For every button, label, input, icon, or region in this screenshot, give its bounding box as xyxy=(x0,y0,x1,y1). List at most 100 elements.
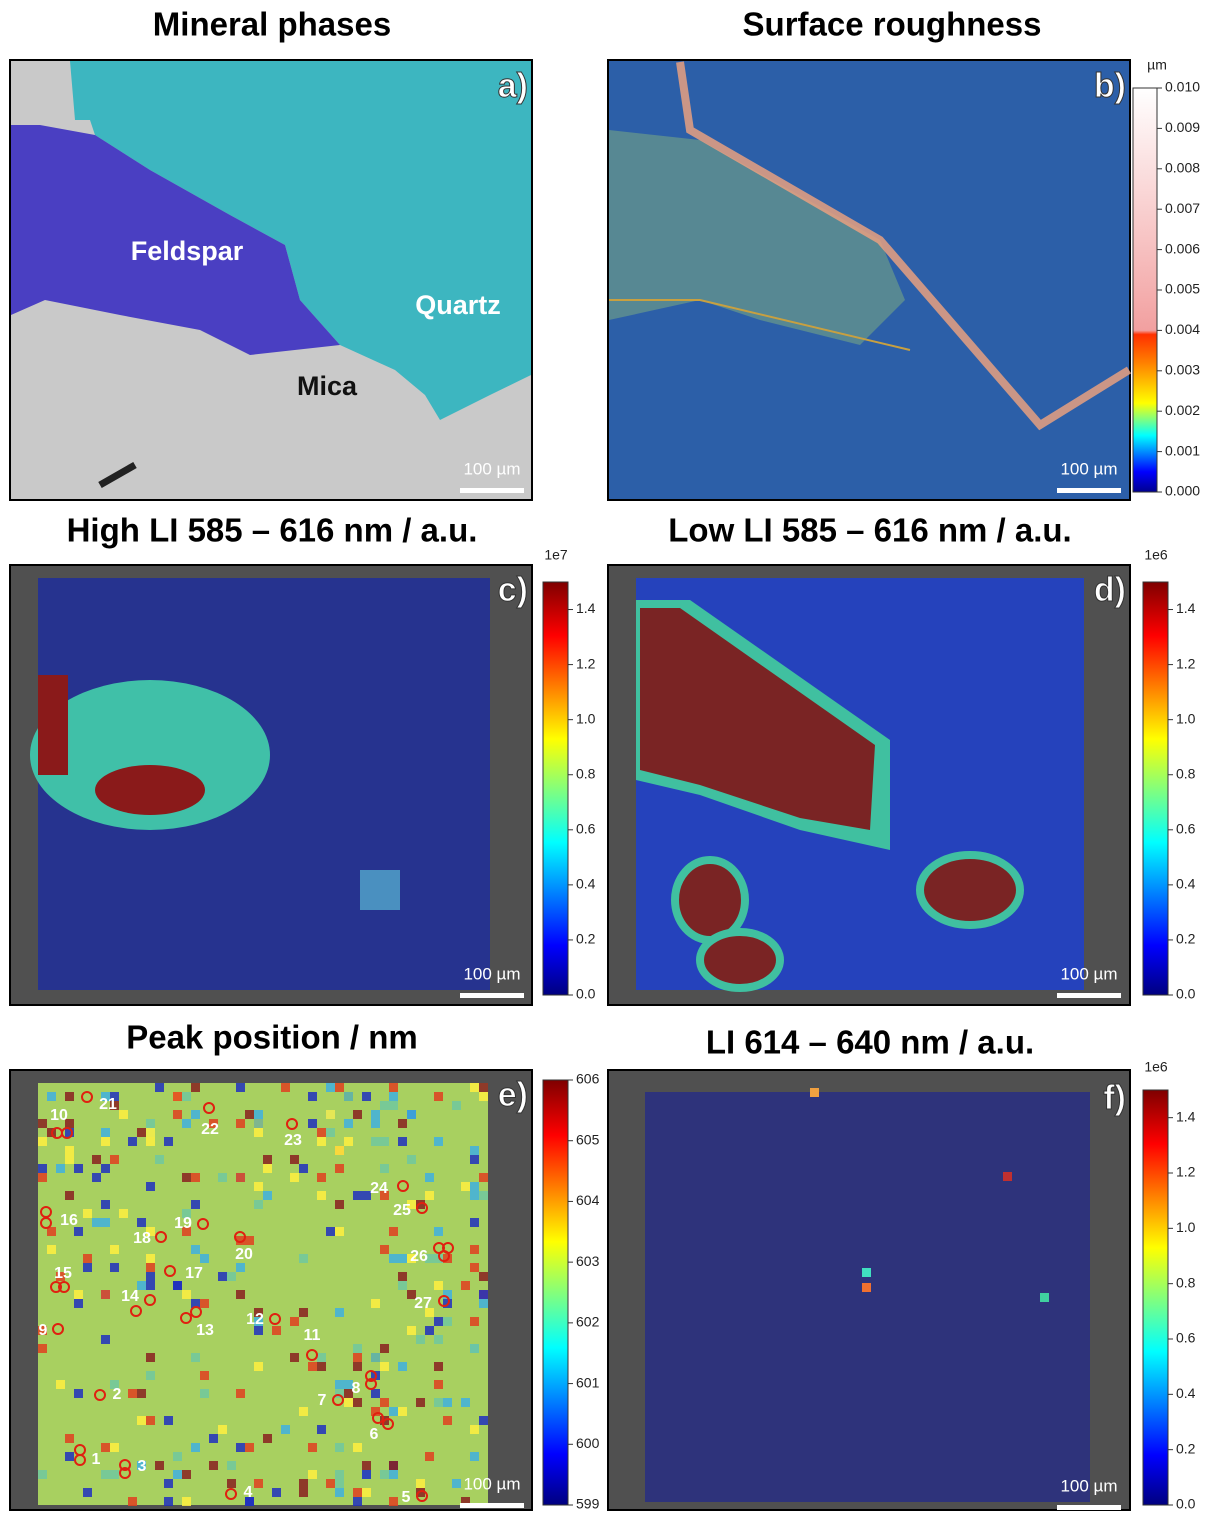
pixel xyxy=(182,1173,191,1182)
pixel xyxy=(862,1268,871,1277)
pixel xyxy=(263,1164,272,1173)
panel-title: Surface roughness xyxy=(743,6,1042,43)
pixel xyxy=(236,1443,245,1452)
pixel xyxy=(65,1434,74,1443)
colorbar-tick-label: 0.008 xyxy=(1165,160,1200,176)
pixel xyxy=(371,1353,380,1362)
colorbar-tick-label: 1.0 xyxy=(1176,710,1196,726)
pixel xyxy=(353,1353,362,1362)
pixel xyxy=(83,1209,92,1218)
pixel xyxy=(290,1317,299,1326)
pixel xyxy=(1040,1293,1049,1302)
colorbar-unit: µm xyxy=(1147,57,1167,73)
pixel xyxy=(317,1173,326,1182)
pixel xyxy=(335,1479,344,1488)
scale-bar-label: 100 µm xyxy=(1060,964,1117,983)
pixel xyxy=(353,1488,362,1497)
colorbar-tick-label: 0.001 xyxy=(1165,442,1200,458)
pixel xyxy=(353,1443,362,1452)
pixel xyxy=(74,1290,83,1299)
pixel xyxy=(164,1497,173,1506)
pixel xyxy=(200,1389,209,1398)
pixel xyxy=(479,1083,488,1092)
pixel xyxy=(263,1434,272,1443)
pixel xyxy=(479,1092,488,1101)
pixel xyxy=(1003,1172,1012,1181)
point-label: 22 xyxy=(201,1121,219,1138)
colorbar-tick-label: 606 xyxy=(576,1071,600,1087)
pixel xyxy=(146,1353,155,1362)
pixel xyxy=(470,1083,479,1092)
pixel xyxy=(425,1173,434,1182)
colorbar-tick-label: 0.8 xyxy=(1176,1274,1196,1290)
pixel xyxy=(101,1443,110,1452)
pixel xyxy=(407,1155,416,1164)
pixel xyxy=(461,1182,470,1191)
pixel xyxy=(191,1353,200,1362)
pixel xyxy=(380,1101,389,1110)
pixel xyxy=(299,1164,308,1173)
pixel xyxy=(317,1128,326,1137)
colorbar-unit: 1e6 xyxy=(1144,547,1168,563)
colorbar-tick-label: 0.6 xyxy=(576,821,596,837)
pixel xyxy=(146,1281,155,1290)
pixel xyxy=(461,1281,470,1290)
point-label: 3 xyxy=(138,1458,147,1475)
pixel xyxy=(470,1425,479,1434)
panel-label: c) xyxy=(498,571,528,609)
pixel xyxy=(299,1254,308,1263)
point-label: 27 xyxy=(414,1295,432,1312)
colorbar-tick-label: 602 xyxy=(576,1314,600,1330)
pixel xyxy=(380,1137,389,1146)
pixel xyxy=(380,1362,389,1371)
pixel xyxy=(101,1137,110,1146)
pixel xyxy=(83,1254,92,1263)
scale-bar-label: 100 µm xyxy=(463,964,520,983)
colorbar-tick-label: 0.006 xyxy=(1165,240,1200,256)
pixel xyxy=(470,1146,479,1155)
pixel xyxy=(407,1110,416,1119)
point-label: 16 xyxy=(60,1212,78,1229)
pixel xyxy=(470,1191,479,1200)
colorbar xyxy=(1143,582,1168,995)
colorbar-tick-label: 0.6 xyxy=(1176,1330,1196,1346)
phase-label: Quartz xyxy=(415,290,501,320)
pixel xyxy=(398,1407,407,1416)
colorbar-tick-label: 0.2 xyxy=(1176,931,1196,947)
pixel xyxy=(299,1479,308,1488)
pixel xyxy=(443,1416,452,1425)
colorbar-tick-label: 1.4 xyxy=(576,600,596,616)
colorbar-unit: 1e7 xyxy=(544,547,568,563)
pixel xyxy=(353,1344,362,1353)
pixel xyxy=(101,1218,110,1227)
pixel xyxy=(218,1173,227,1182)
pixel xyxy=(389,1497,398,1506)
pixel xyxy=(182,1119,191,1128)
phase-label: Mica xyxy=(297,371,358,401)
panel-b xyxy=(608,60,1130,500)
pixel xyxy=(344,1398,353,1407)
pixel xyxy=(389,1083,398,1092)
pixel xyxy=(164,1479,173,1488)
scale-bar-label: 100 µm xyxy=(463,1474,520,1493)
pixel xyxy=(182,1497,191,1506)
pixel xyxy=(164,1137,173,1146)
pixel xyxy=(434,1398,443,1407)
colorbar-tick-label: 1.4 xyxy=(1176,600,1196,616)
pixel xyxy=(335,1488,344,1497)
pixel xyxy=(416,1398,425,1407)
panel-f xyxy=(608,1070,1130,1510)
colorbar xyxy=(543,582,568,995)
pixel xyxy=(110,1443,119,1452)
pixel xyxy=(344,1137,353,1146)
pixel xyxy=(137,1128,146,1137)
pixel xyxy=(317,1353,326,1362)
pixel xyxy=(398,1137,407,1146)
pixel xyxy=(146,1272,155,1281)
pixel xyxy=(389,1227,398,1236)
point-label: 13 xyxy=(196,1322,214,1339)
panel-label: d) xyxy=(1094,571,1126,609)
pixel xyxy=(398,1362,407,1371)
pixel xyxy=(326,1083,335,1092)
pixel xyxy=(119,1209,128,1218)
